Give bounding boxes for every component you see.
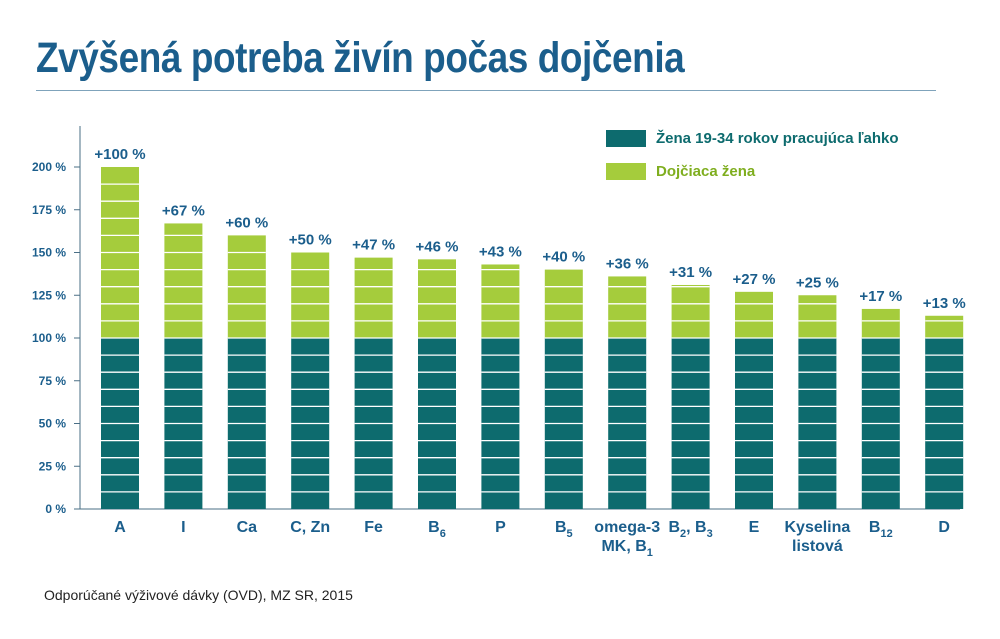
data-label: +100 % — [94, 146, 145, 163]
x-tick-label: A — [114, 519, 126, 536]
source-note: Odporúčané výživové dávky (OVD), MZ SR, … — [44, 587, 353, 603]
x-tick-label: Kyselina — [784, 519, 850, 536]
x-tick-label-part: MK, B — [601, 538, 646, 555]
legend-label: Žena 19-34 rokov pracujúca ľahko — [656, 129, 899, 147]
x-tick-label: I — [181, 519, 185, 536]
x-tick-label-part: B — [668, 519, 680, 536]
x-tick-label: B12 — [869, 519, 893, 540]
data-label: +17 % — [859, 288, 902, 305]
data-label: +47 % — [352, 237, 395, 254]
legend-swatch — [606, 130, 646, 147]
x-tick-label-sub: 1 — [647, 547, 653, 559]
x-tick-label: B2, B3 — [668, 519, 712, 540]
x-tick-label-part: B — [869, 519, 881, 536]
x-tick-label-part: A — [114, 519, 126, 536]
data-label: +36 % — [606, 255, 649, 272]
x-tick-label-sub: 6 — [440, 528, 446, 540]
y-tick-label: 75 % — [39, 374, 67, 388]
x-tick-label: MK, B1 — [601, 538, 652, 559]
x-tick-label: Ca — [237, 519, 258, 536]
legend-swatch — [606, 163, 646, 180]
x-tick-label-part: , B — [686, 519, 706, 536]
bar-extra-segment — [798, 295, 837, 338]
data-label: +43 % — [479, 243, 522, 260]
x-tick-label-part: omega-3 — [594, 519, 660, 536]
y-tick-label: 25 % — [39, 459, 67, 473]
y-tick-label: 200 % — [32, 160, 66, 174]
x-tick-label-sub: 3 — [707, 528, 713, 540]
legend-label: Dojčiaca žena — [656, 163, 756, 180]
bar-extra-segment — [354, 257, 393, 338]
title-divider — [36, 90, 936, 91]
bar-chart: 0 % 25 % 50 % 75 % 100 % 125 % 150 % 175 % 200 %… — [32, 126, 966, 559]
y-tick-label: 125 % — [32, 288, 66, 302]
x-tick-label-part: D — [938, 519, 950, 536]
bar-extra-segment — [164, 223, 203, 338]
y-tick-label: 0 % — [45, 502, 66, 516]
bar-extra-segment — [608, 276, 647, 338]
y-tick-label: 175 % — [32, 203, 66, 217]
data-label: +31 % — [669, 264, 712, 281]
x-tick-label-part: B — [428, 519, 440, 536]
y-tick-label: 50 % — [39, 417, 67, 431]
y-tick-label: 150 % — [32, 246, 66, 260]
data-label: +67 % — [162, 202, 205, 219]
data-label: +13 % — [923, 295, 966, 312]
data-label: +50 % — [289, 232, 332, 249]
x-tick-label: listová — [792, 538, 843, 555]
x-tick-label: B6 — [428, 519, 446, 540]
page-title: Zvýšená potreba živín počas dojčenia — [36, 34, 685, 82]
chart-bars — [101, 167, 964, 509]
x-tick-label-part: Ca — [237, 519, 258, 536]
bar-extra-segment — [481, 264, 520, 338]
bar-extra-segment — [925, 315, 964, 338]
x-tick-label-part: listová — [792, 538, 843, 555]
x-tick-label: E — [749, 519, 760, 536]
x-tick-label-part: Kyselina — [784, 519, 850, 536]
x-tick-label-sub: 12 — [880, 528, 892, 540]
x-tick-label-part: B — [555, 519, 567, 536]
data-label: +46 % — [416, 238, 459, 255]
chart-legend: Žena 19-34 rokov pracujúca ľahko Dojčiaca… — [606, 129, 899, 180]
bar-extra-segment — [861, 308, 900, 338]
bar-extra-segment — [735, 291, 773, 338]
x-tick-label: Fe — [364, 519, 383, 536]
data-label: +60 % — [225, 214, 268, 231]
data-label: +25 % — [796, 274, 839, 291]
x-tick-label-part: E — [749, 519, 760, 536]
data-label: +27 % — [733, 271, 776, 288]
x-tick-label: C, Zn — [290, 519, 330, 536]
x-tick-label-part: Fe — [364, 519, 383, 536]
x-tick-label-sub: 5 — [567, 528, 573, 540]
y-tick-label: 100 % — [32, 331, 66, 345]
data-label: +40 % — [542, 249, 585, 266]
bar-extra-segment — [418, 259, 456, 338]
x-tick-label-part: C, Zn — [290, 519, 330, 536]
x-tick-label: D — [938, 519, 950, 536]
x-tick-label: P — [495, 519, 506, 536]
x-tick-label-part: P — [495, 519, 506, 536]
x-tick-label: B5 — [555, 519, 573, 540]
x-tick-label-sub: 2 — [680, 528, 686, 540]
x-tick-label: omega-3 — [594, 519, 660, 536]
bar-extra-segment — [291, 252, 330, 338]
bar-extra-segment — [671, 284, 710, 338]
chart-labels: +100 % A +67 % I +60 % Ca +50 % C, Zn +47 % Fe +46… — [94, 146, 965, 559]
x-tick-label-part: I — [181, 519, 185, 536]
